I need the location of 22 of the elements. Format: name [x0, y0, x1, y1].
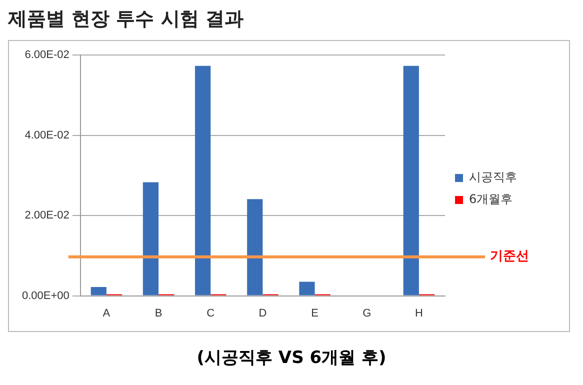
- legend-label: 6개월후: [469, 192, 513, 206]
- ref-line-label: 기준선: [490, 249, 529, 264]
- x-tick-label: A: [102, 307, 111, 320]
- y-tick-label: 6.00E-02: [24, 49, 70, 62]
- bar: [142, 182, 159, 296]
- y-tick-label: 2.00E-02: [24, 210, 70, 222]
- bar: [194, 66, 211, 296]
- x-tick-label: G: [362, 307, 372, 320]
- bar: [90, 286, 106, 296]
- legend-label: 시공직후: [469, 170, 517, 184]
- x-tick-label: D: [258, 307, 267, 320]
- chart-title: 제품별 현장 투수 시험 결과: [6, 7, 244, 32]
- x-tick-label: B: [154, 307, 162, 320]
- x-tick-label: E: [311, 307, 318, 320]
- x-tick-label: H: [414, 307, 423, 320]
- bar: [403, 66, 419, 296]
- x-tick-label: C: [206, 307, 215, 320]
- y-tick-label: 0.00E+00: [22, 290, 70, 302]
- bar: [299, 282, 315, 296]
- bar: [247, 199, 263, 296]
- text: (시공직후 VS 6개월 후): [196, 347, 388, 369]
- y-tick-label: 4.00E-02: [24, 129, 70, 142]
